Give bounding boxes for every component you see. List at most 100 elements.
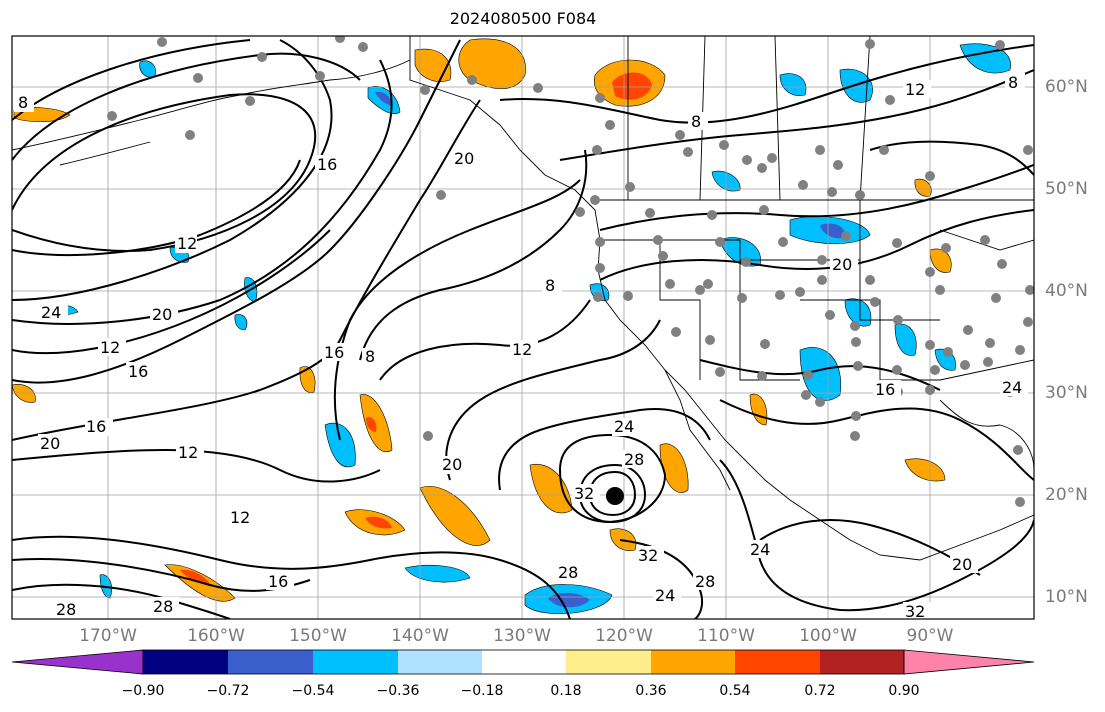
contour-label: 20 [832,255,852,274]
shaded-area [529,463,573,514]
colorbar-segment [903,649,1035,675]
contour-label: 32 [905,602,925,621]
shaded-area [365,516,392,529]
colorbar-segment [482,650,566,674]
contour-label: 8 [365,347,375,366]
contour-label: 28 [695,572,715,591]
colorbar-segment [228,650,313,674]
colorbar-tick-label: 0.54 [719,683,751,699]
colorbar-segment [313,650,398,674]
shaded-area [844,298,872,327]
shaded-area [324,422,356,468]
contour-label: 16 [268,572,288,591]
contour-label: 16 [128,362,148,381]
shaded-area [234,314,248,331]
latitude-label: 30°N [1045,383,1088,403]
latitude-label: 50°N [1045,179,1088,199]
colorbar-tick-label: −0.18 [460,683,504,699]
contour-label: 16 [875,380,895,399]
contour-label: 20 [442,455,462,474]
contour-label: 20 [40,434,60,453]
station-markers [107,36,1034,507]
colorbar-segment [651,650,735,674]
shaded-area [612,72,652,100]
shaded-area [458,38,526,89]
map-title: 2024080500 F084 [449,9,597,28]
colorbar-tick-label: −0.90 [121,683,165,699]
contour-value-labels: 8 12 24 20 12 16 16 20 12 12 16 28 28 [14,73,1028,621]
contour-label: 8 [691,112,701,131]
contour-label: 8 [1008,73,1018,92]
longitude-label: 150°W [289,626,347,646]
contour-label: 12 [230,508,250,527]
longitude-label: 130°W [493,626,551,646]
shaded-area [414,48,452,82]
map-frame [11,35,1035,620]
colorbar-segment [566,650,651,674]
colorbar-segment [398,650,482,674]
longitude-label: 120°W [595,626,653,646]
contour-label: 12 [100,338,120,357]
graticule [12,36,1034,619]
colorbar-tick-label: −0.72 [206,683,250,699]
shaded-area [180,569,210,584]
shaded-anomaly-layer [12,38,1011,614]
colorbar-frame [142,649,905,675]
contour-label: 8 [18,93,28,112]
colorbar-segment [735,650,820,674]
shaded-area [419,486,491,546]
contour-label: 24 [1002,378,1022,397]
colorbar-tick-label: −0.54 [291,683,335,699]
shaded-area [404,564,471,583]
contour-label: 16 [324,343,344,362]
latitude-label: 10°N [1045,587,1088,607]
contour-label: 32 [574,484,594,503]
colorbar-tick-label: 0.36 [635,683,667,699]
colorbar-tick-label: 0.72 [804,683,836,699]
map-background [12,36,1034,619]
contour-label: 12 [177,234,197,253]
latitude-label: 40°N [1045,281,1088,301]
longitude-label: 160°W [187,626,245,646]
contour-label: 8 [545,276,555,295]
longitude-label: 170°W [79,626,137,646]
colorbar [11,649,1035,675]
contour-label: 28 [153,597,173,616]
latitude-label: 20°N [1045,485,1088,505]
shaded-area [359,394,393,452]
longitude-label: 90°W [906,626,954,646]
storm-center-marker [606,487,624,505]
contour-label: 12 [178,443,198,462]
colorbar-tick-label: −0.36 [376,683,420,699]
contour-label: 20 [454,149,474,168]
shaded-area [299,366,316,393]
contour-label: 28 [624,450,644,469]
shaded-area [779,73,807,96]
contour-label: 28 [558,563,578,582]
contour-label: 24 [750,540,770,559]
contour-label: 20 [952,555,972,574]
longitude-label: 140°W [391,626,449,646]
contour-label: 24 [655,586,675,605]
contour-label: 16 [317,155,337,174]
contour-label: 20 [152,305,172,324]
contour-label: 24 [41,303,61,322]
colorbar-segment [143,650,228,674]
shaded-area [894,323,917,356]
shaded-area [820,223,846,239]
shaded-area [904,458,946,482]
colorbar-segment [820,650,904,674]
shaded-area [375,91,392,106]
colorbar-segment [11,649,144,675]
contour-label: 12 [512,340,532,359]
shaded-area [366,416,377,432]
longitude-label: 110°W [697,626,755,646]
colorbar-tick-label: 0.90 [888,683,920,699]
contour-label: 16 [86,417,106,436]
contour-label: 28 [56,600,76,619]
contour-label: 12 [905,80,925,99]
colorbar-tick-label: 0.18 [550,683,582,699]
contour-label: 24 [614,417,634,436]
shaded-area [799,347,842,401]
